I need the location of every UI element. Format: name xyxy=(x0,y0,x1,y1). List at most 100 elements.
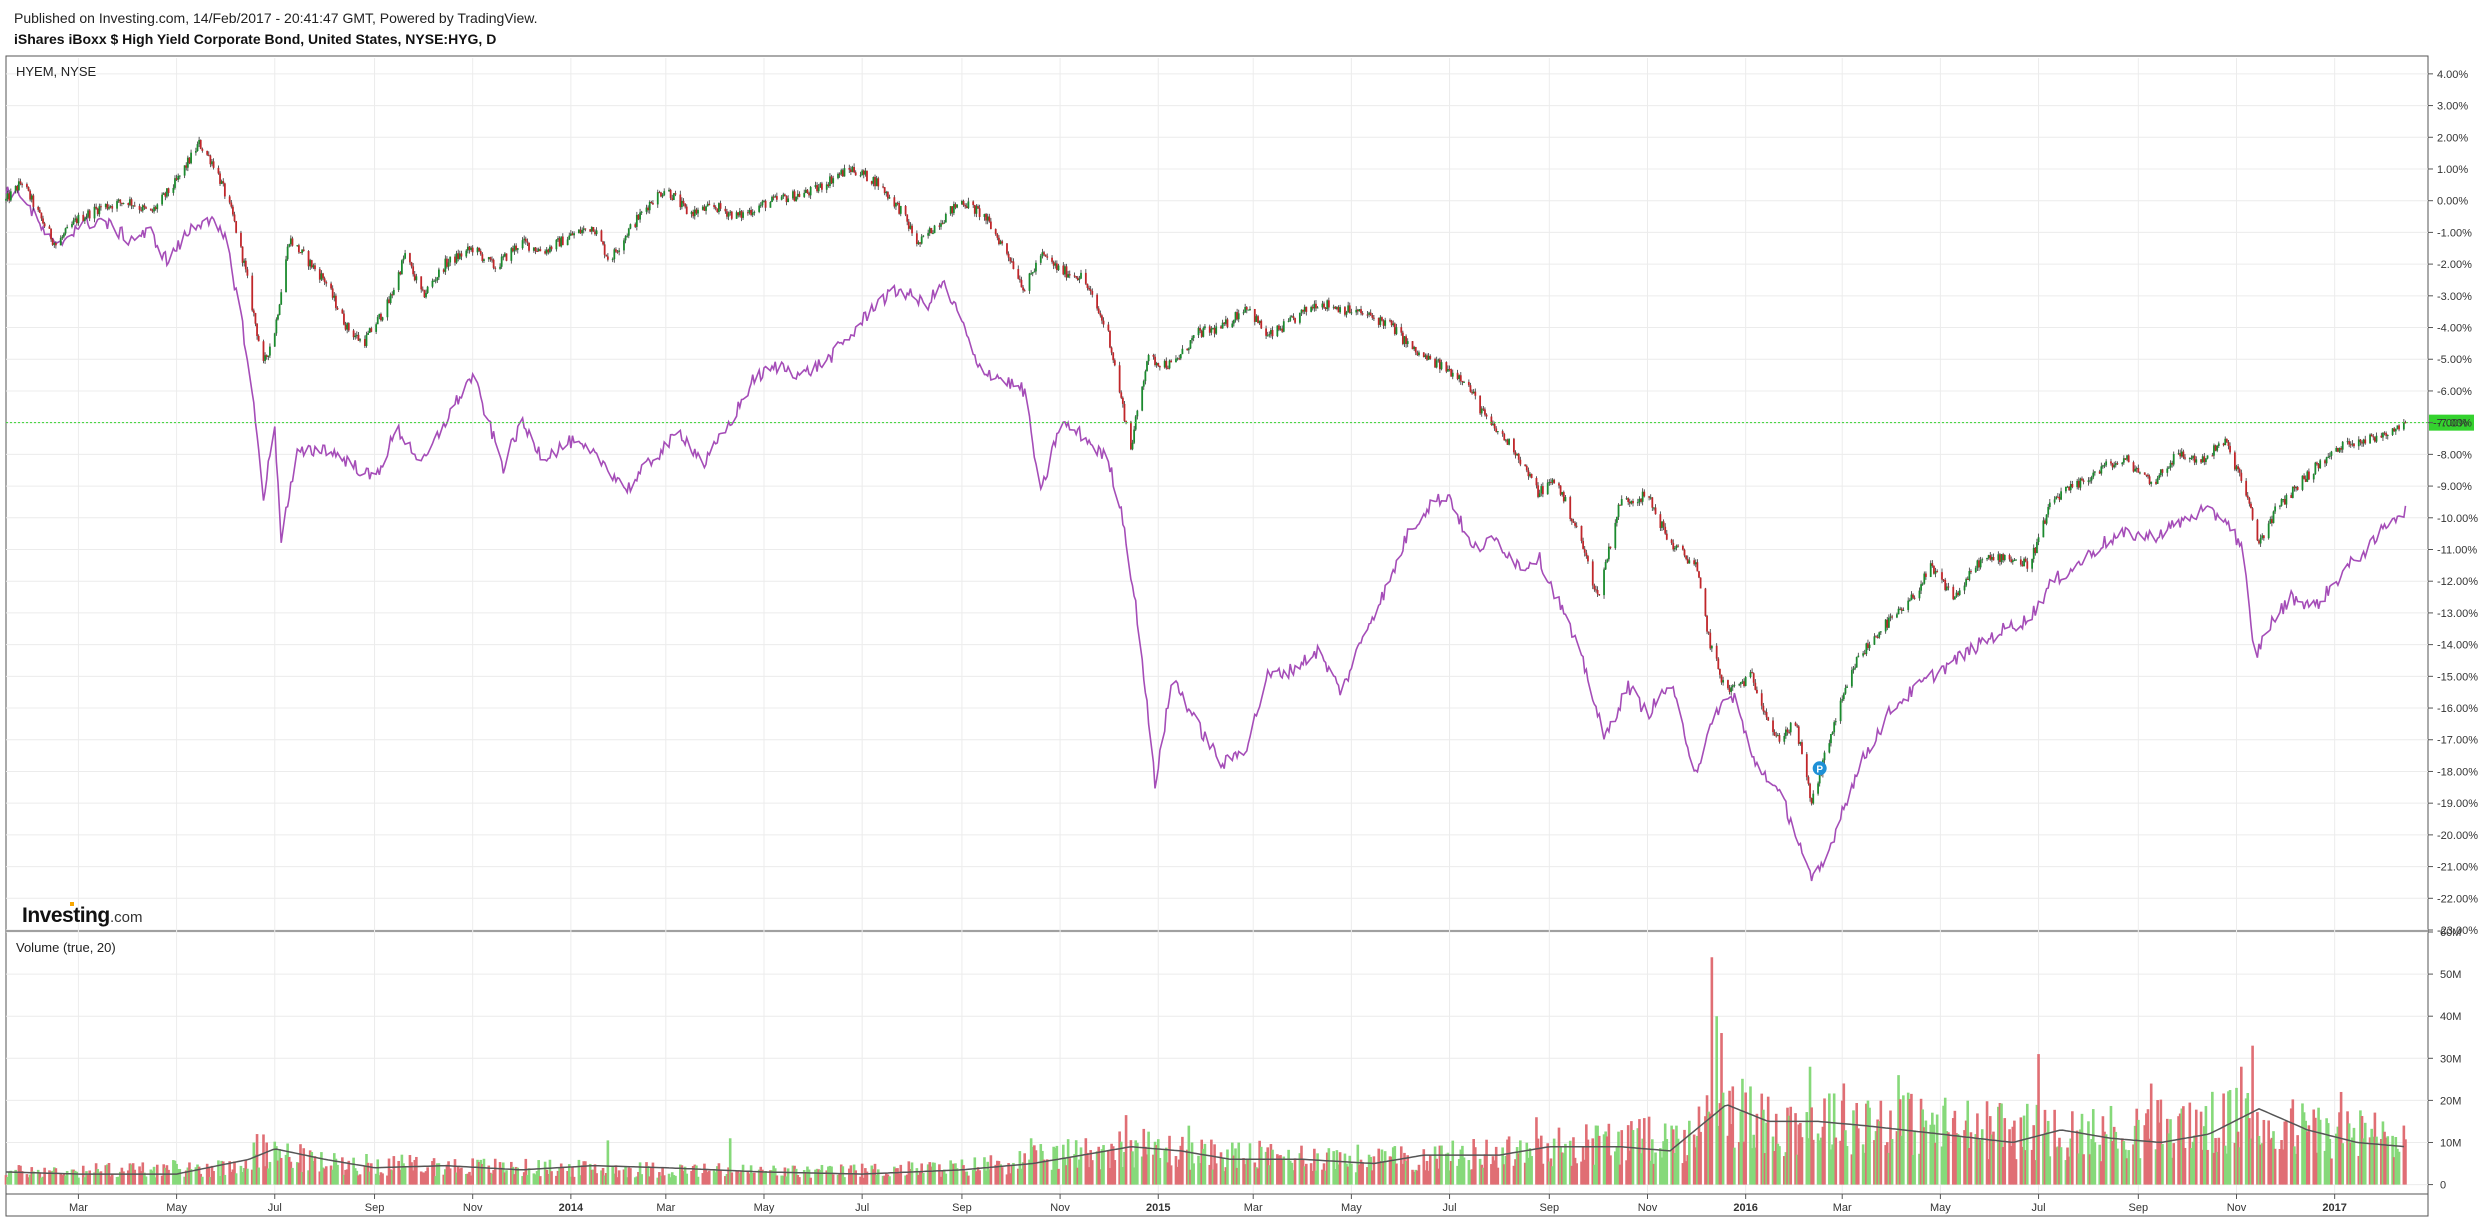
candle-body xyxy=(557,238,559,240)
candle-body xyxy=(635,214,638,227)
candle-body xyxy=(600,230,603,242)
volume-bar xyxy=(984,1170,988,1185)
volume-bar xyxy=(588,1163,592,1185)
volume-bar xyxy=(1515,1147,1519,1185)
volume-bar xyxy=(1445,1153,1448,1185)
volume-bar xyxy=(1005,1174,1009,1185)
event-markers[interactable]: P xyxy=(1812,761,1827,776)
volume-bar xyxy=(1562,1153,1566,1185)
candle-body xyxy=(2102,465,2104,467)
volume-bar xyxy=(1541,1163,1545,1185)
candle-body xyxy=(872,177,875,184)
candle-body xyxy=(2205,458,2207,462)
candle-body xyxy=(376,316,379,325)
candle-body xyxy=(998,237,1000,245)
candle-body xyxy=(751,212,754,215)
volume-bar xyxy=(263,1166,267,1185)
volume-bar xyxy=(1956,1134,1960,1185)
candle-body xyxy=(829,176,831,186)
candle-body xyxy=(780,196,783,200)
candle-body xyxy=(75,218,78,224)
volume-bar xyxy=(691,1165,695,1185)
volume-bar xyxy=(1649,1160,1653,1185)
volume-bar xyxy=(2132,1144,2135,1185)
volume-bar xyxy=(151,1170,154,1185)
candle-body xyxy=(1551,479,1554,483)
candle-body xyxy=(1665,533,1668,540)
candle-body xyxy=(312,265,315,268)
candle-body xyxy=(886,191,889,199)
volume-bar xyxy=(894,1168,898,1185)
volume-bar xyxy=(1963,1130,1966,1185)
candle-body xyxy=(1315,303,1317,309)
candle-body xyxy=(1348,305,1351,313)
volume-bar xyxy=(1874,1131,1878,1185)
candle-body xyxy=(64,228,67,234)
candle-body xyxy=(1699,577,1702,589)
volume-bar xyxy=(1348,1155,1352,1185)
candle-body xyxy=(2336,447,2339,452)
volume-bar xyxy=(109,1176,112,1185)
candle-body xyxy=(1373,317,1375,319)
candle-body xyxy=(1641,491,1644,502)
candle-body xyxy=(286,246,289,260)
volume-bar xyxy=(909,1169,912,1185)
candle-body xyxy=(1873,636,1876,645)
candle-body xyxy=(1999,554,2001,562)
volume-bar xyxy=(1945,1131,1949,1185)
volume-bar xyxy=(1414,1169,1418,1185)
logo-suffix: .com xyxy=(110,909,143,926)
candle-body xyxy=(1503,433,1506,441)
candle-body xyxy=(708,203,711,206)
volume-bar xyxy=(1350,1163,1353,1185)
volume-bar xyxy=(2325,1118,2328,1185)
volume-bar xyxy=(468,1171,471,1185)
volume-bar xyxy=(1245,1158,1249,1185)
volume-bar xyxy=(2032,1125,2036,1185)
volume-bar xyxy=(967,1175,970,1185)
volume-bar xyxy=(262,1134,265,1185)
candle-body xyxy=(1908,600,1911,602)
volume-bar xyxy=(1313,1148,1316,1185)
candle-body xyxy=(217,167,220,174)
volume-bar xyxy=(1704,1116,1707,1185)
volume-bar xyxy=(831,1174,835,1185)
volume-bar xyxy=(1152,1154,1155,1185)
candle-body xyxy=(1337,307,1340,313)
volume-bar xyxy=(849,1165,853,1185)
candle-body xyxy=(1661,521,1663,528)
candle-body xyxy=(1020,279,1023,288)
volume-tick-label: 10M xyxy=(2440,1137,2461,1149)
candle-body xyxy=(1334,306,1337,309)
candle-body xyxy=(1944,579,1947,591)
candle-body xyxy=(647,207,650,211)
candle-body xyxy=(273,333,276,347)
volume-bar xyxy=(332,1153,336,1185)
candle-body xyxy=(2148,476,2151,484)
volume-bar xyxy=(1705,1095,1709,1185)
volume-bar xyxy=(2114,1131,2118,1185)
volume-bar xyxy=(1538,1147,1541,1185)
volume-bar xyxy=(1525,1142,1529,1185)
candle-body xyxy=(2224,438,2227,446)
volume-bar xyxy=(558,1167,561,1185)
volume-bar xyxy=(592,1169,595,1185)
volume-bar xyxy=(1266,1147,1269,1185)
candle-body xyxy=(2361,442,2363,444)
event-marker-icon[interactable] xyxy=(1812,761,1827,776)
candle-body xyxy=(2158,475,2161,479)
volume-bar xyxy=(1428,1155,1432,1185)
volume-bar xyxy=(736,1170,740,1185)
candle-body xyxy=(1875,636,1877,638)
volume-bar xyxy=(976,1167,980,1185)
candle-body xyxy=(478,247,481,251)
volume-bar xyxy=(2008,1129,2011,1185)
volume-bar xyxy=(907,1161,911,1185)
candle-body xyxy=(2098,471,2101,474)
volume-bar xyxy=(482,1158,486,1185)
candle-body xyxy=(933,225,936,234)
volume-bar xyxy=(1156,1139,1160,1185)
volume-bar xyxy=(1557,1127,1561,1185)
candle-body xyxy=(153,207,155,212)
